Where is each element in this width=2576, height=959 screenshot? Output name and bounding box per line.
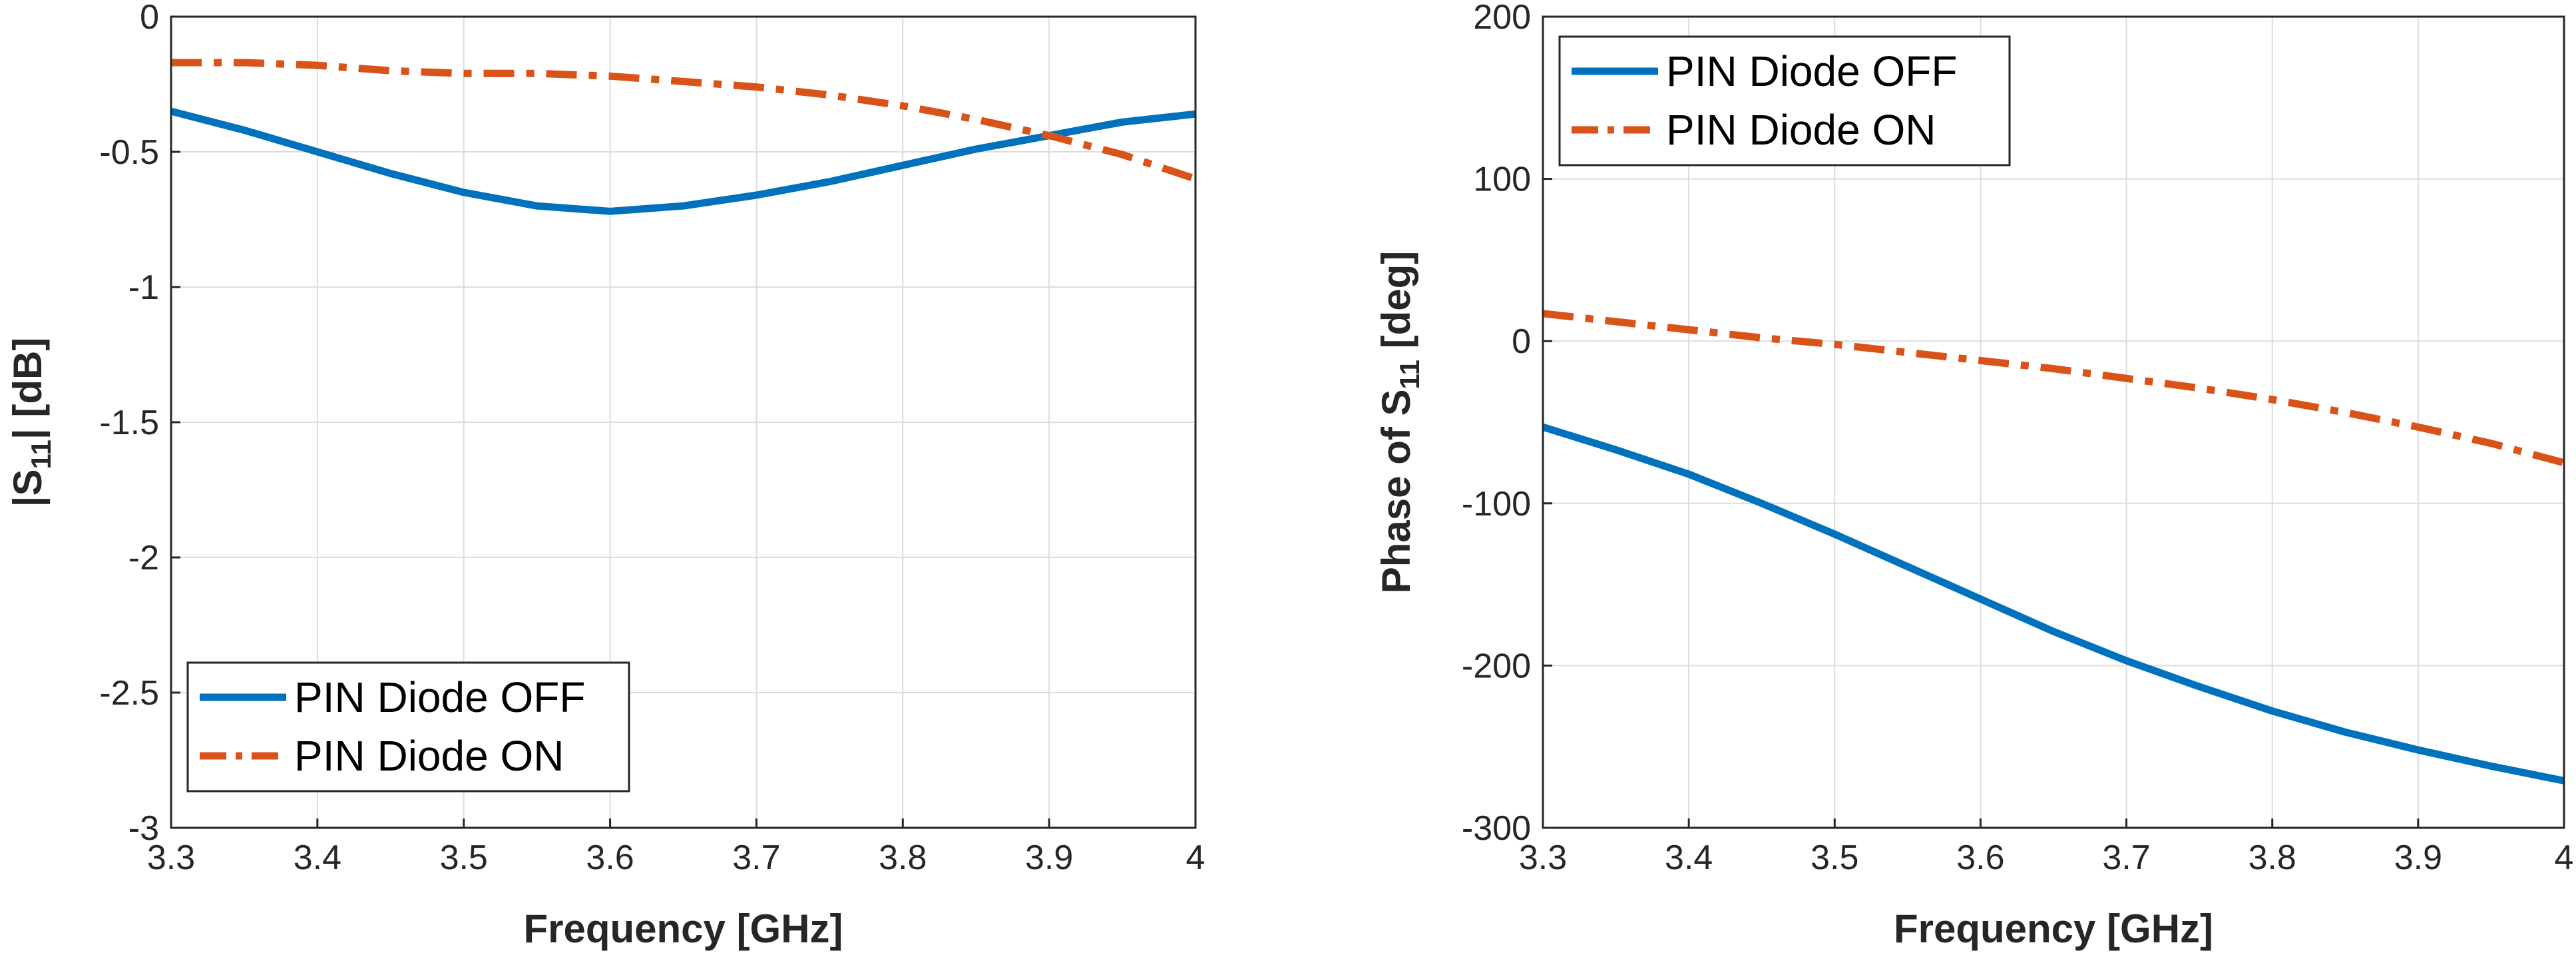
x-tick-label: 3.6: [1956, 838, 2004, 877]
x-tick-label: 4: [1186, 838, 1205, 877]
x-tick-label: 3.7: [2102, 838, 2150, 877]
chart-s11-phase-xlabel: Frequency [GHz]: [1894, 906, 2213, 951]
y-tick-label: -100: [1462, 485, 1531, 523]
series-line-diode-off: [1542, 424, 2565, 785]
x-tick-label: 3.4: [294, 838, 341, 877]
legend-label-on: PIN Diode ON: [1666, 106, 1936, 154]
x-tick-label: 3.8: [879, 838, 927, 877]
chart-s11-phase-yticks: 200 100 0 -100 -200 -300: [1462, 0, 1552, 848]
x-tick-label: 3.3: [1519, 838, 1567, 877]
chart-s11-phase-ylabel: Phase of S11 [deg]: [1374, 251, 1425, 594]
chart-s11-magnitude-xticks: 3.3 3.4 3.5 3.6 3.7 3.8 3.9 4: [147, 818, 1205, 877]
ylabel-main: Phase of S: [1374, 389, 1418, 593]
chart-s11-magnitude-legend: PIN Diode OFF PIN Diode ON: [186, 661, 630, 793]
y-tick-label: -1: [128, 268, 159, 307]
y-tick-label: -2: [128, 539, 159, 577]
chart-s11-phase-xticks: 3.3 3.4 3.5 3.6 3.7 3.8 3.9 4: [1519, 818, 2574, 877]
legend-label-on: PIN Diode ON: [294, 732, 564, 780]
chart-s11-magnitude-series: [170, 59, 1197, 215]
series-line-diode-on: [171, 59, 1197, 182]
legend-label-off: PIN Diode OFF: [1666, 47, 1957, 95]
y-tick-label: -1.5: [99, 404, 159, 442]
y-tick-label: -300: [1462, 809, 1531, 848]
x-tick-label: 3.7: [732, 838, 780, 877]
y-tick-label: 100: [1473, 160, 1531, 199]
series-line-diode-on: [1542, 310, 2565, 467]
chart-s11-phase-axes-box: [1542, 15, 2565, 829]
x-tick-label: 3.3: [147, 838, 195, 877]
legend-box: [1558, 35, 2011, 166]
y-tick-label: -200: [1462, 647, 1531, 685]
ylabel-subscript: 11: [25, 440, 57, 469]
x-tick-label: 4: [2555, 838, 2574, 877]
x-tick-label: 3.4: [1665, 838, 1713, 877]
chart-s11-magnitude-yticks: 0 -0.5 -1 -1.5 -2 -2.5 -3: [99, 0, 180, 848]
x-tick-label: 3.5: [1811, 838, 1858, 877]
x-tick-label: 3.6: [586, 838, 634, 877]
series-line-diode-off: [170, 107, 1196, 215]
chart-s11-magnitude: 3.3 3.4 3.5 3.6 3.7 3.8 3.9 4 0 -0.5 -1 -1.5 -2 -2.5…: [5, 0, 1205, 951]
x-tick-label: 3.9: [2394, 838, 2442, 877]
chart-s11-magnitude-xlabel: Frequency [GHz]: [523, 906, 843, 951]
y-tick-label: 0: [140, 0, 159, 37]
legend-box: [186, 661, 630, 793]
ylabel-tail: | [dB]: [5, 338, 51, 440]
y-tick-label: -3: [128, 809, 159, 848]
y-tick-label: -2.5: [99, 674, 159, 713]
ylabel-tail: [deg]: [1374, 251, 1418, 360]
chart-s11-phase-series: [1542, 310, 2565, 785]
x-tick-label: 3.9: [1025, 838, 1073, 877]
legend-label-off: PIN Diode OFF: [294, 673, 585, 721]
ylabel-subscript: 11: [1394, 360, 1425, 389]
y-tick-label: -0.5: [99, 133, 159, 172]
x-tick-label: 3.8: [2249, 838, 2296, 877]
x-tick-label: 3.5: [440, 838, 488, 877]
y-tick-label: 200: [1473, 0, 1531, 37]
chart-s11-magnitude-ylabel: |S11| [dB]: [5, 338, 57, 507]
chart-s11-phase: 3.3 3.4 3.5 3.6 3.7 3.8 3.9 4 200 100 0 -100 -200 -3…: [1374, 0, 2573, 951]
chart-s11-phase-legend: PIN Diode OFF PIN Diode ON: [1558, 35, 2011, 166]
y-tick-label: 0: [1512, 322, 1531, 361]
ylabel-main: |S: [5, 470, 51, 507]
